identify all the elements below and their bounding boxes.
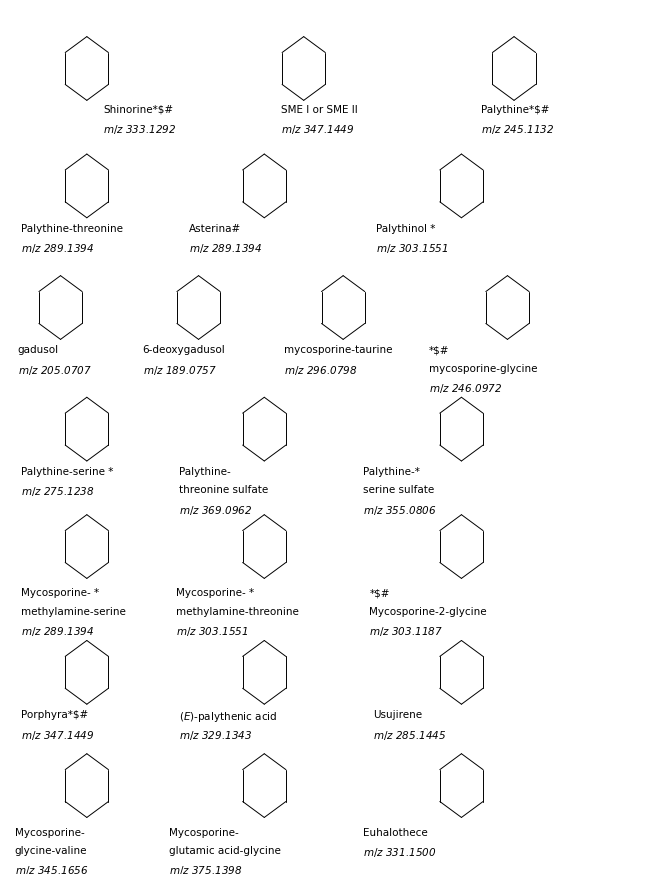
Text: Mycosporine- *: Mycosporine- *: [176, 588, 253, 599]
Text: $m/z$ 289.1394: $m/z$ 289.1394: [21, 626, 94, 638]
Text: $m/z$ 285.1445: $m/z$ 285.1445: [373, 729, 446, 741]
Text: Euhalothece: Euhalothece: [363, 828, 428, 837]
Text: Mycosporine-2-glycine: Mycosporine-2-glycine: [370, 607, 487, 617]
Text: serine sulfate: serine sulfate: [363, 485, 434, 496]
Text: $m/z$ 375.1398: $m/z$ 375.1398: [169, 864, 242, 874]
Text: $m/z$ 289.1394: $m/z$ 289.1394: [189, 242, 262, 255]
Text: $m/z$ 303.1551: $m/z$ 303.1551: [176, 626, 248, 638]
Text: $m/z$ 205.0707: $m/z$ 205.0707: [18, 364, 92, 377]
Text: $m/z$ 331.1500: $m/z$ 331.1500: [363, 846, 436, 859]
Text: 6-deoxygadusol: 6-deoxygadusol: [143, 345, 226, 355]
Text: $m/z$ 347.1449: $m/z$ 347.1449: [21, 729, 94, 741]
Text: Palythine-threonine: Palythine-threonine: [21, 224, 123, 233]
Text: $m/z$ 275.1238: $m/z$ 275.1238: [21, 485, 94, 498]
Text: SME I or SME II: SME I or SME II: [280, 105, 358, 114]
Text: $m/z$ 329.1343: $m/z$ 329.1343: [179, 729, 252, 741]
Text: Asterina#: Asterina#: [189, 224, 241, 233]
Text: Palythine-serine *: Palythine-serine *: [21, 467, 114, 477]
Text: Palythine-*: Palythine-*: [363, 467, 420, 477]
Text: gadusol: gadusol: [18, 345, 59, 355]
Text: $m/z$ 333.1292: $m/z$ 333.1292: [103, 123, 176, 136]
Text: $m/z$ 296.0798: $m/z$ 296.0798: [284, 364, 358, 377]
Text: Shinorine*$#: Shinorine*$#: [103, 105, 174, 114]
Text: Palythine*$#: Palythine*$#: [481, 105, 550, 114]
Text: methylamine-threonine: methylamine-threonine: [176, 607, 298, 617]
Text: Palythinol *: Palythinol *: [376, 224, 436, 233]
Text: $m/z$ 289.1394: $m/z$ 289.1394: [21, 242, 94, 255]
Text: Usujirene: Usujirene: [373, 710, 422, 720]
Text: Palythine-: Palythine-: [179, 467, 230, 477]
Text: $m/z$ 347.1449: $m/z$ 347.1449: [280, 123, 354, 136]
Text: $m/z$ 369.0962: $m/z$ 369.0962: [179, 503, 252, 517]
Text: $m/z$ 303.1187: $m/z$ 303.1187: [370, 626, 443, 638]
Text: *$#: *$#: [370, 588, 390, 599]
Text: mycosporine-taurine: mycosporine-taurine: [284, 345, 393, 355]
Text: $m/z$ 355.0806: $m/z$ 355.0806: [363, 503, 436, 517]
Text: glycine-valine: glycine-valine: [15, 846, 87, 856]
Text: mycosporine-glycine: mycosporine-glycine: [428, 364, 537, 374]
Text: $m/z$ 245.1132: $m/z$ 245.1132: [481, 123, 554, 136]
Text: Mycosporine-: Mycosporine-: [169, 828, 239, 837]
Text: glutamic acid-glycine: glutamic acid-glycine: [169, 846, 281, 856]
Text: Mycosporine-: Mycosporine-: [15, 828, 84, 837]
Text: threonine sulfate: threonine sulfate: [179, 485, 268, 496]
Text: Mycosporine- *: Mycosporine- *: [21, 588, 99, 599]
Text: $m/z$ 246.0972: $m/z$ 246.0972: [428, 382, 502, 395]
Text: Porphyra*$#: Porphyra*$#: [21, 710, 88, 720]
Text: $m/z$ 189.0757: $m/z$ 189.0757: [143, 364, 216, 377]
Text: methylamine-serine: methylamine-serine: [21, 607, 126, 617]
Text: $m/z$ 303.1551: $m/z$ 303.1551: [376, 242, 448, 255]
Text: $m/z$ 345.1656: $m/z$ 345.1656: [15, 864, 88, 874]
Text: *$#: *$#: [428, 345, 449, 355]
Text: ($E$)-palythenic acid: ($E$)-palythenic acid: [179, 710, 277, 724]
